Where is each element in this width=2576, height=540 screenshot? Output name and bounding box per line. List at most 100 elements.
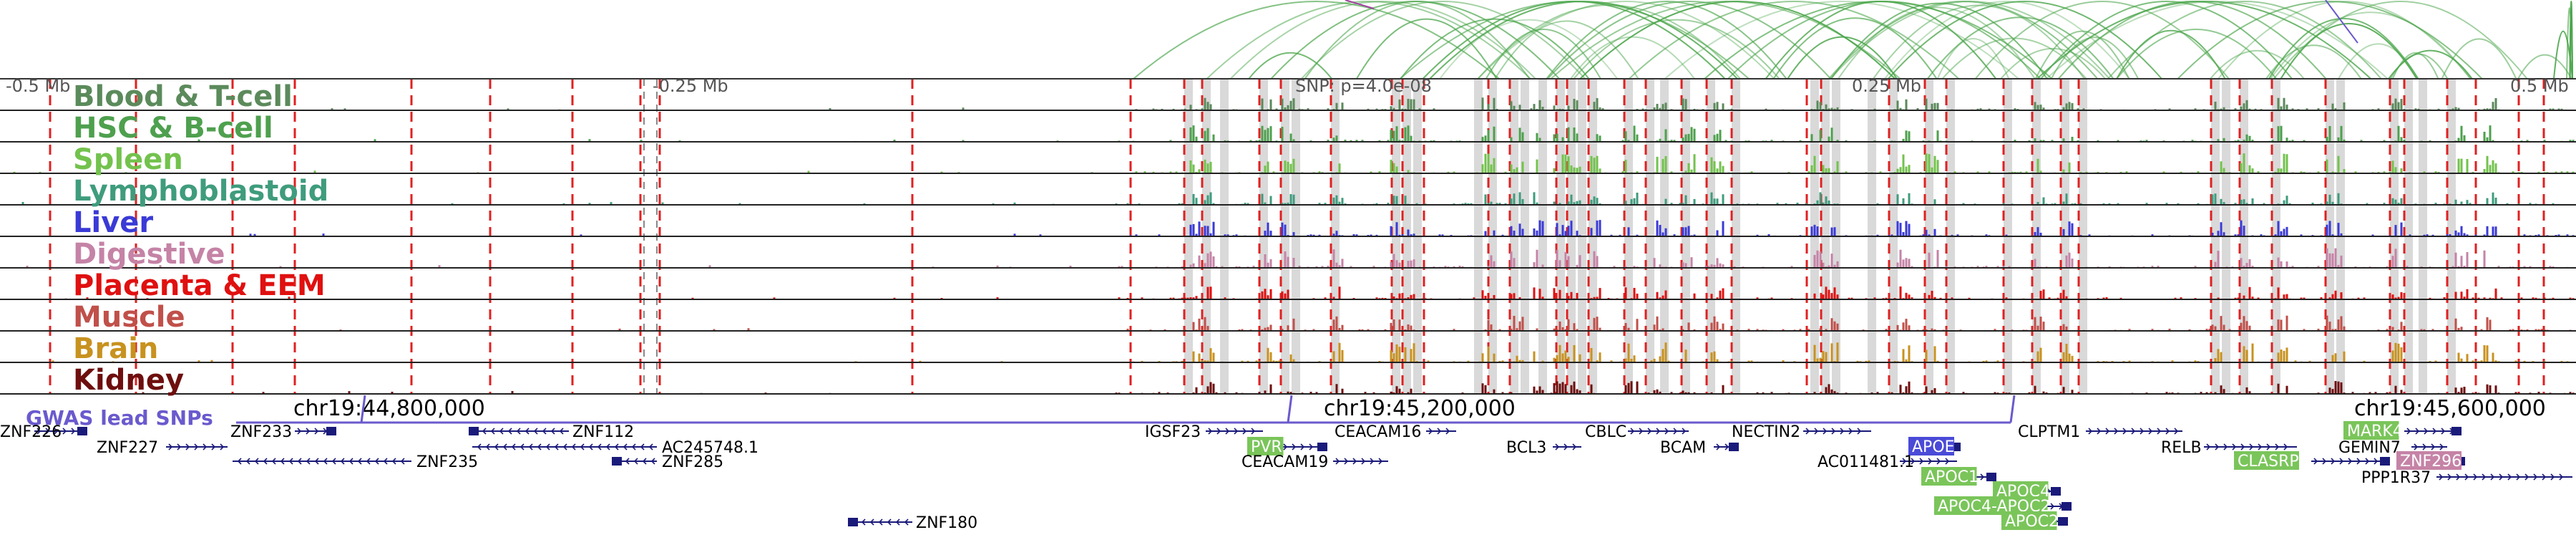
signal-bars (64, 286, 2575, 299)
interaction-arc (2270, 11, 2472, 79)
gwas-snp-mark (360, 395, 366, 423)
interaction-arc (2177, 1, 2483, 79)
tissue-track (0, 125, 2576, 143)
gene-feature: AC011481.1 (1818, 453, 1957, 471)
interaction-arc (1550, 1, 1901, 79)
tissue-tracks-layer (0, 78, 2576, 395)
gene-label: CBLC (1585, 423, 1626, 441)
interaction-arc (2268, 18, 2419, 79)
interaction-arc (1787, 36, 1898, 79)
interaction-arc (2057, 1, 2327, 79)
gene-label: NECTIN2 (1732, 423, 1800, 441)
signal-bars (339, 315, 2572, 331)
tissue-label: Liver (73, 206, 153, 239)
gene-label: APOE (1912, 438, 1955, 456)
gene-exon (77, 427, 87, 435)
gene-feature: ZNF296 (2396, 451, 2465, 471)
tissue-track (0, 381, 2576, 395)
gene-label-box (1921, 467, 1977, 486)
gene-feature: CEACAM19 (1241, 453, 1388, 471)
gene-feature: ZNF233 (230, 423, 336, 441)
interaction-arc (1936, 38, 2010, 79)
gene-label: GEMIN7 (2338, 439, 2401, 457)
gene-label: ZNF112 (572, 423, 634, 441)
interaction-arc (2034, 30, 2130, 79)
gene-feature: ZNF226 (0, 423, 87, 441)
interaction-arc (2210, 49, 2305, 79)
gene-label: ZNF226 (0, 423, 62, 441)
interaction-arc (1485, 29, 1601, 79)
strand-chevrons (1283, 443, 1322, 450)
gene-label: AC245748.1 (662, 439, 758, 457)
strand-chevrons (1335, 458, 1383, 465)
interaction-arc (2569, 1, 2573, 79)
gene-feature: ZNF285 (612, 453, 723, 471)
tissue-label: Blood & T-cell (73, 80, 293, 113)
gene-feature: CEACAM16 (1335, 423, 1456, 441)
gene-annotation-track: ZNF226 ZNF227 ZNF233 ZNF235 ZNF112 AC245748.1… (0, 421, 2572, 532)
signal-bars (52, 342, 2575, 362)
axis-tick-label: 0.25 Mb (1852, 76, 1921, 96)
gene-label: ZNF227 (97, 439, 158, 457)
gene-exon (1317, 443, 1327, 451)
interaction-arc (1830, 2, 2048, 79)
gwas-track: GWAS lead SNPs chr19:44,800,000 chr19:45… (26, 395, 2546, 430)
gene-feature: BCL3 (1506, 439, 1581, 457)
interaction-arc (1941, 37, 2087, 79)
gene-feature: CLPTM1 (2018, 423, 2182, 441)
gene-label: PVR (1251, 438, 1282, 456)
interaction-arc (1664, 1, 2019, 79)
strand-chevrons (1208, 428, 1256, 435)
coordinate-label: chr19:45,200,000 (1324, 396, 1516, 421)
gene-label-box (1908, 437, 1954, 455)
tissue-track (0, 192, 2576, 206)
gene-label: ZNF180 (916, 514, 977, 532)
gene-feature: APOE (1908, 437, 1961, 456)
strand-chevrons (2406, 428, 2454, 435)
gene-label: ZNF285 (662, 453, 723, 471)
strand-chevrons (2439, 473, 2564, 481)
interaction-arc (1573, 19, 1780, 79)
interaction-arc (2040, 1, 2293, 79)
gene-label: ZNF235 (416, 453, 478, 471)
tissue-label: Brain (73, 332, 158, 365)
strand-chevrons (1555, 443, 1577, 450)
interaction-arc (1884, 1, 2130, 79)
gene-label-box (2234, 451, 2299, 470)
interaction-arc (1546, 1, 1787, 79)
gene-label: CLASRP (2238, 453, 2299, 471)
gene-exon (2380, 457, 2390, 466)
strand-chevrons (477, 443, 653, 450)
gene-feature: PPP1R37 (2361, 469, 2572, 487)
axis-tick-label: -0.25 Mb (653, 76, 728, 96)
interaction-arc (2273, 1, 2528, 79)
interaction-arc (2441, 38, 2517, 79)
gene-label: AC011481.1 (1818, 453, 1914, 471)
interaction-arcs-layer (1133, 0, 2573, 79)
gene-label-box (2001, 511, 2057, 530)
gene-exon (2051, 487, 2061, 496)
gene-feature: ZNF235 (233, 453, 478, 471)
strand-chevrons (2206, 443, 2288, 450)
interaction-arc (2050, 37, 2140, 79)
strand-chevrons (1902, 458, 1950, 465)
tissue-track (0, 342, 2576, 363)
gene-exon (1986, 473, 1996, 481)
gwas-snp-mark (1287, 395, 1293, 423)
gene-feature: BCAM (1660, 439, 1739, 457)
interaction-arc (1206, 1, 1531, 79)
interaction-arc (2116, 29, 2277, 79)
interaction-arc (1629, 1, 1959, 79)
interaction-arc (1888, 1, 2162, 79)
tissue-label: Placenta & EEM (73, 269, 326, 302)
gene-label: PPP1R37 (2361, 469, 2431, 487)
interaction-arc (1400, 18, 1590, 79)
interaction-arc (1133, 1, 1500, 79)
interaction-arc (1873, 4, 2085, 79)
gene-exon (2058, 517, 2068, 526)
gene-exon (326, 427, 336, 435)
gene-feature: APOC2 (2001, 511, 2068, 531)
interaction-arc (1547, 1, 1832, 79)
strand-chevrons (1428, 428, 1450, 435)
